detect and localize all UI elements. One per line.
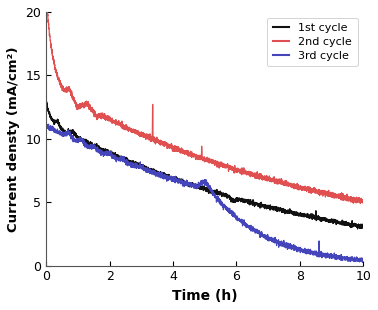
2nd cycle [358,202,363,206]
X-axis label: Time (h): Time (h) [172,289,237,303]
1st cycle [44,99,48,103]
Y-axis label: Current densty (mA/cm²): Current densty (mA/cm²) [7,46,20,232]
2nd cycle [355,197,359,201]
3rd cycle [361,258,366,261]
1st cycle [179,179,184,183]
3rd cycle [46,122,51,126]
Line: 3rd cycle: 3rd cycle [46,124,363,263]
2nd cycle [99,117,104,121]
2nd cycle [361,201,366,205]
3rd cycle [321,252,325,256]
1st cycle [99,149,104,153]
2nd cycle [166,142,170,146]
1st cycle [80,138,85,141]
1st cycle [361,225,366,229]
Line: 2nd cycle: 2nd cycle [46,0,363,204]
2nd cycle [80,102,85,105]
2nd cycle [321,190,325,194]
3rd cycle [360,261,365,264]
Line: 1st cycle: 1st cycle [46,101,363,229]
3rd cycle [99,151,104,154]
3rd cycle [166,175,170,179]
3rd cycle [80,139,85,143]
Legend: 1st cycle, 2nd cycle, 3rd cycle: 1st cycle, 2nd cycle, 3rd cycle [267,17,358,66]
1st cycle [355,223,359,227]
3rd cycle [179,179,184,182]
3rd cycle [44,126,48,129]
1st cycle [166,176,170,179]
3rd cycle [355,256,359,259]
2nd cycle [179,151,184,155]
1st cycle [321,217,325,221]
1st cycle [355,227,360,231]
